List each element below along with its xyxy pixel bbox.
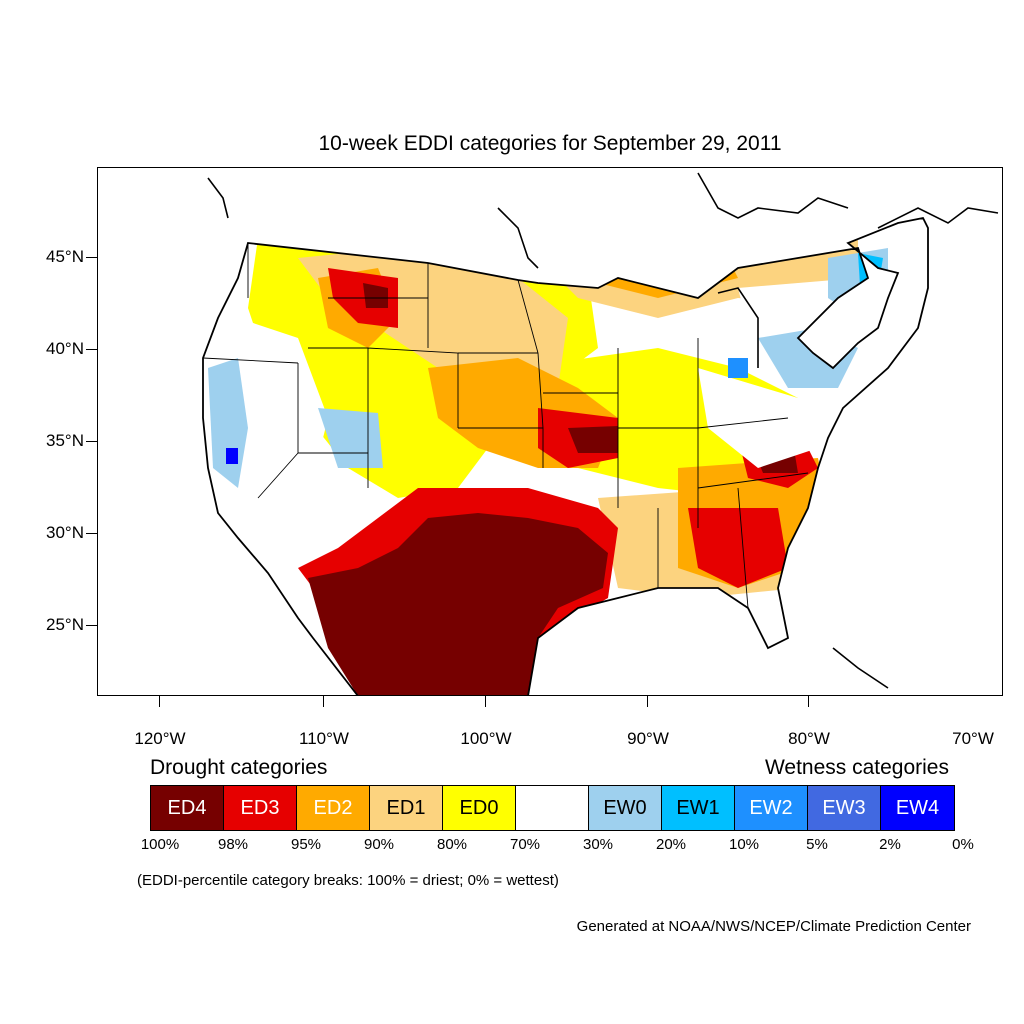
lon-label-90: 90°W — [627, 729, 669, 748]
percentile-break: 10% — [728, 836, 760, 853]
lon-tick-80 — [808, 696, 810, 707]
legend-cell-ed4: ED4 — [151, 786, 224, 830]
percentile-break: 98% — [217, 836, 249, 853]
legend-cell-ed2: ED2 — [297, 786, 370, 830]
lat-label-45: 45°N — [46, 247, 84, 266]
eddi-map — [202, 172, 999, 695]
legend-cell-ed0: ED0 — [443, 786, 516, 830]
percentile-break: 2% — [879, 836, 901, 853]
percentile-break: 5% — [806, 836, 828, 853]
coastline-detail — [207, 172, 999, 689]
lat-tick-45 — [86, 257, 97, 259]
lat-tick-30 — [86, 533, 97, 535]
legend-cell-none — [516, 786, 589, 830]
lon-label-80: 80°W — [788, 729, 830, 748]
percentile-break: 100% — [140, 836, 180, 853]
credit-line: Generated at NOAA/NWS/NCEP/Climate Predi… — [576, 918, 971, 935]
legend-cell-ed1: ED1 — [370, 786, 443, 830]
lat-label-30: 30°N — [46, 523, 84, 542]
lon-label-100: 100°W — [460, 729, 512, 748]
lon-tick-110 — [323, 696, 325, 707]
lat-tick-35 — [86, 441, 97, 443]
wetness-heading: Wetness categories — [764, 756, 949, 779]
map-title: 10-week EDDI categories for September 29… — [318, 132, 782, 155]
legend-cell-ew3: EW3 — [808, 786, 881, 830]
percentile-break: 95% — [290, 836, 322, 853]
lat-label-40: 40°N — [46, 339, 84, 358]
percentile-break: 0% — [952, 836, 974, 853]
legend-cell-ew0: EW0 — [589, 786, 662, 830]
lon-tick-100 — [485, 696, 487, 707]
lon-label-70: 70°W — [952, 729, 994, 748]
category-note: (EDDI-percentile category breaks: 100% =… — [137, 872, 559, 889]
lon-label-110: 110°W — [299, 729, 349, 748]
lat-tick-40 — [86, 349, 97, 351]
percentile-break: 20% — [655, 836, 687, 853]
lat-label-35: 35°N — [46, 431, 84, 450]
lon-tick-90 — [647, 696, 649, 707]
percentile-break: 30% — [582, 836, 614, 853]
legend-cell-ew1: EW1 — [662, 786, 735, 830]
lat-label-25: 25°N — [46, 615, 84, 634]
percentile-break: 90% — [363, 836, 395, 853]
lon-label-120: 120°W — [134, 729, 186, 748]
lat-tick-25 — [86, 625, 97, 627]
legend-cell-ew4: EW4 — [881, 786, 954, 830]
state-borders — [202, 243, 809, 609]
map-panel — [97, 167, 1003, 696]
legend-cell-ed3: ED3 — [224, 786, 297, 830]
category-legend: ED4 ED3 ED2 ED1 ED0 EW0 EW1 EW2 EW3 EW4 — [150, 785, 955, 831]
legend-cell-ew2: EW2 — [735, 786, 808, 830]
percentile-break: 70% — [509, 836, 541, 853]
drought-heading: Drought categories — [150, 756, 328, 779]
lon-tick-120 — [159, 696, 161, 707]
percentile-break: 80% — [436, 836, 468, 853]
